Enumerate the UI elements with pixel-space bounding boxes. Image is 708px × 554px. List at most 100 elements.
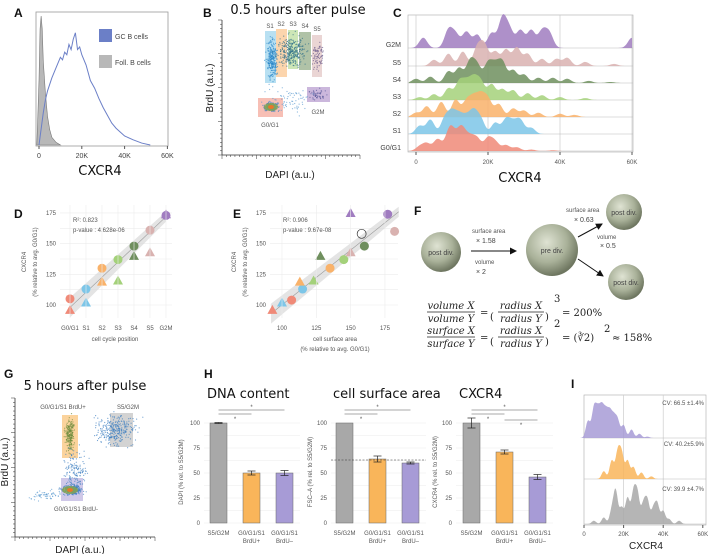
cell-event (111, 426, 113, 428)
cell-event (293, 55, 295, 57)
cell-event (268, 42, 270, 44)
cell-event (278, 61, 280, 63)
ridge-label: G2M (386, 42, 401, 49)
cell-event (273, 79, 275, 81)
cell-event (285, 56, 287, 58)
cell-event (314, 54, 316, 56)
cell-event (294, 47, 296, 49)
cell-event (106, 426, 108, 428)
cell-event (262, 104, 264, 106)
cell-event (291, 57, 293, 60)
cell-event (295, 54, 297, 56)
eq2-radius-num: radius X (500, 326, 543, 337)
x-tick-label: 20K (618, 532, 629, 538)
cell-event (50, 498, 52, 500)
cell-event (33, 499, 36, 501)
data-point-circle (287, 295, 297, 305)
cell-event (273, 44, 275, 46)
cell-event (33, 495, 35, 498)
cell-event (287, 52, 289, 54)
gate-label: G0/G1/S1 BrdU- (54, 507, 98, 513)
cell-event (273, 66, 275, 68)
growth-volume-factor: × 2 (476, 269, 486, 276)
cell-event (66, 441, 68, 443)
cell-event (269, 64, 271, 66)
cell-event (293, 94, 295, 96)
cell-event (65, 436, 67, 438)
eq1-numerator: volume X (427, 301, 475, 312)
cell-event (326, 94, 328, 96)
cell-event (55, 494, 57, 496)
cell-event (70, 433, 72, 435)
cell-event (322, 95, 324, 97)
cell-event (120, 425, 122, 427)
cell-event (76, 492, 78, 494)
x-tick-label: S5 (146, 326, 154, 332)
cell-event (273, 63, 275, 65)
cell-event (97, 429, 99, 431)
cell-event (294, 62, 296, 65)
cell-event (105, 425, 107, 427)
cell-event (68, 447, 70, 449)
cell-event (77, 468, 79, 470)
cell-event (83, 450, 85, 452)
cell-event (276, 61, 278, 63)
cell-event (81, 488, 83, 490)
cell-event (116, 422, 118, 424)
cell-event (282, 65, 284, 67)
cell-event (28, 497, 30, 499)
cell-event (317, 47, 319, 49)
cell-event (74, 456, 76, 458)
cell-event (272, 65, 275, 67)
panel-f-diagram: post div. pre div. post div. post div. s… (421, 194, 652, 350)
cell-event (77, 467, 80, 469)
y-tick-label: 0 (324, 521, 328, 527)
cell-event (270, 101, 272, 103)
eq2-exponent-2: 2 (604, 324, 610, 335)
cell-event (51, 493, 53, 495)
cell-event (103, 424, 105, 426)
cell-event (64, 441, 66, 443)
cell-event (317, 50, 319, 52)
cell-event (316, 68, 318, 70)
cell-event (117, 428, 120, 430)
cell-event (274, 63, 276, 65)
cell-event (280, 95, 282, 97)
eq2-equals: = (480, 333, 488, 344)
cell-event (114, 430, 116, 432)
cell-event (75, 472, 77, 474)
ridge-label: G0/G1 (380, 145, 401, 152)
gate-label: S5 (313, 27, 321, 33)
cell-event (124, 427, 126, 429)
y-tick-label: 50 (445, 471, 452, 477)
cell-event (128, 420, 130, 422)
cell-event (281, 48, 284, 51)
cell-event (79, 456, 81, 459)
cell-event (132, 428, 134, 430)
cell-event (104, 430, 106, 432)
cell-event (81, 472, 83, 474)
cell-event (94, 435, 96, 437)
cell-event (286, 90, 288, 93)
cell-event (270, 55, 272, 57)
y-axis-label: BrdU (a.u.) (0, 438, 11, 487)
cell-event (102, 434, 104, 436)
cell-event (315, 56, 317, 58)
cell-event (46, 493, 48, 496)
cell-event (279, 43, 281, 45)
cell-event (274, 68, 276, 70)
cell-event (273, 50, 276, 52)
cell-event (269, 53, 271, 56)
cell-event (320, 63, 322, 65)
cell-event (66, 439, 68, 441)
cell-event (82, 470, 84, 472)
x-tick-label: S1 (82, 326, 90, 332)
cell-event (58, 487, 61, 489)
cell-event (284, 55, 287, 57)
cell-event (64, 427, 66, 429)
cell-event (304, 63, 306, 65)
x-tick-label: 0 (414, 160, 418, 166)
cell-event (45, 497, 47, 499)
cell-event (77, 479, 79, 481)
cell-event (292, 64, 294, 66)
